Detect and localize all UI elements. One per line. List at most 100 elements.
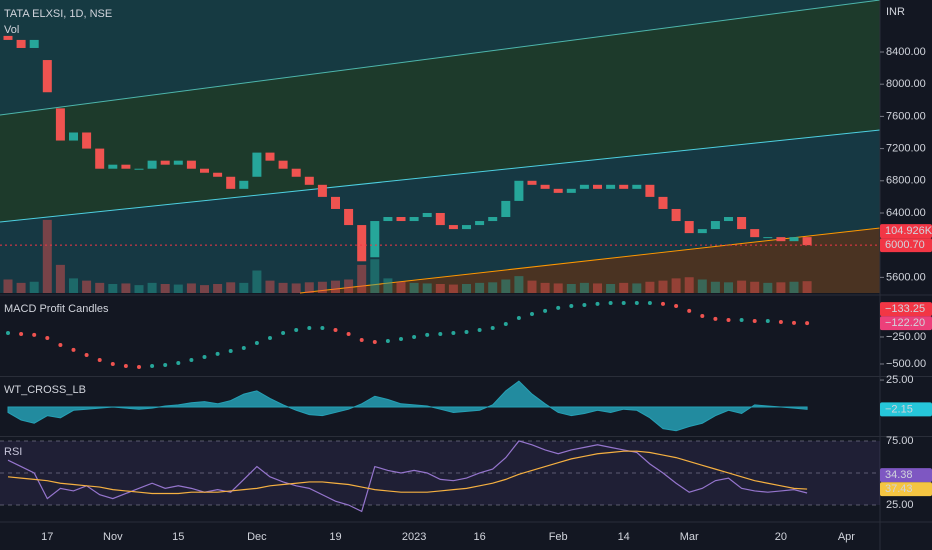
candle [527, 180, 537, 185]
candle [82, 132, 92, 149]
x-tick-label: Mar [680, 531, 699, 543]
volume-bar [121, 283, 131, 293]
y-tick-label: 75.00 [886, 435, 914, 447]
candle [475, 221, 485, 226]
price-label: −2.15 [885, 403, 913, 415]
x-tick-label: Nov [103, 531, 123, 543]
x-tick-label: Dec [247, 531, 267, 543]
wt-area [7, 380, 808, 432]
volume-bar [802, 281, 812, 293]
volume-bar [737, 280, 747, 293]
candle [645, 184, 655, 197]
candle [252, 152, 262, 177]
rsi-line [7, 440, 808, 513]
macd-dot [713, 316, 718, 321]
volume-bar [186, 283, 196, 293]
macd-dot [281, 330, 286, 335]
candle [317, 184, 327, 197]
macd-dot [294, 327, 299, 332]
candle [226, 176, 236, 189]
candle [514, 180, 524, 201]
candle [579, 184, 589, 189]
candle [488, 217, 498, 222]
candle [396, 217, 406, 222]
volume-bar [278, 282, 288, 293]
price-label-box [880, 302, 932, 317]
price-label-box [880, 316, 932, 331]
candle [789, 237, 799, 242]
candle [737, 217, 747, 230]
volume-bar [134, 285, 144, 293]
macd-dot [137, 365, 141, 370]
macd-dot [399, 337, 403, 342]
volume-bar [173, 284, 183, 293]
candle [121, 164, 131, 169]
macd-dot [464, 330, 469, 335]
macd-dot [254, 341, 259, 346]
x-tick-label: 17 [41, 531, 53, 543]
volume-bar [108, 284, 118, 293]
candle [619, 184, 629, 189]
macd-dot [45, 335, 50, 340]
volume-bar [82, 280, 92, 293]
candle [671, 208, 681, 222]
volume-bar [226, 282, 236, 293]
volume-bar [488, 282, 498, 293]
candle [448, 225, 458, 230]
volume-bar [147, 282, 157, 293]
candle [632, 184, 642, 189]
candle [370, 221, 380, 258]
volume-bar [724, 282, 733, 293]
macd-dot [516, 315, 521, 320]
volume-bar [252, 270, 262, 293]
x-tick-label: 14 [618, 531, 630, 543]
candle [776, 237, 786, 242]
volume-bar [69, 278, 78, 293]
candle [553, 188, 563, 193]
candle [200, 168, 209, 173]
volume-bar [671, 278, 681, 293]
price-label: 104.926K [885, 225, 932, 237]
macd-dot [189, 357, 194, 362]
volume-bar [344, 279, 354, 293]
y-tick-label: 7600.00 [886, 110, 926, 122]
volume-bar [317, 281, 327, 293]
x-tick-label: Apr [838, 531, 855, 543]
y-tick-label: 8400.00 [886, 46, 926, 58]
macd-dot [661, 301, 665, 306]
volume-bar [200, 285, 209, 293]
macd-dot [228, 349, 233, 354]
price-label-box [880, 402, 932, 417]
macd-dot [32, 332, 37, 337]
volume-bar [42, 219, 52, 293]
y-tick-label: 6400.00 [886, 207, 926, 219]
macd-dot [372, 339, 377, 344]
macd-dot [359, 337, 364, 342]
macd-dot [97, 357, 102, 362]
candle [684, 221, 694, 234]
macd-dot [333, 327, 338, 332]
candle [593, 184, 602, 189]
candle [239, 180, 249, 189]
macd-dot [700, 314, 705, 319]
macd-dot [425, 332, 430, 337]
candle [16, 39, 26, 48]
volume-bar [29, 281, 39, 293]
candle [186, 160, 196, 169]
macd-dot [608, 300, 613, 305]
volume-bar [606, 284, 616, 293]
macd-dot [346, 331, 351, 336]
price-label-box [880, 224, 932, 239]
candle [750, 229, 760, 238]
price-label: 37.43 [885, 483, 913, 495]
pane-title: WT_CROSS_LB [4, 384, 86, 396]
price-label: −122.20 [885, 317, 925, 329]
candle [134, 168, 144, 170]
candle [160, 160, 170, 165]
volume-bar [291, 283, 301, 293]
y-tick-label: −250.00 [886, 331, 926, 343]
volume-bar [396, 281, 406, 293]
y-tick-label: −500.00 [886, 358, 926, 370]
macd-dot [320, 326, 325, 331]
macd-dot [634, 300, 639, 305]
